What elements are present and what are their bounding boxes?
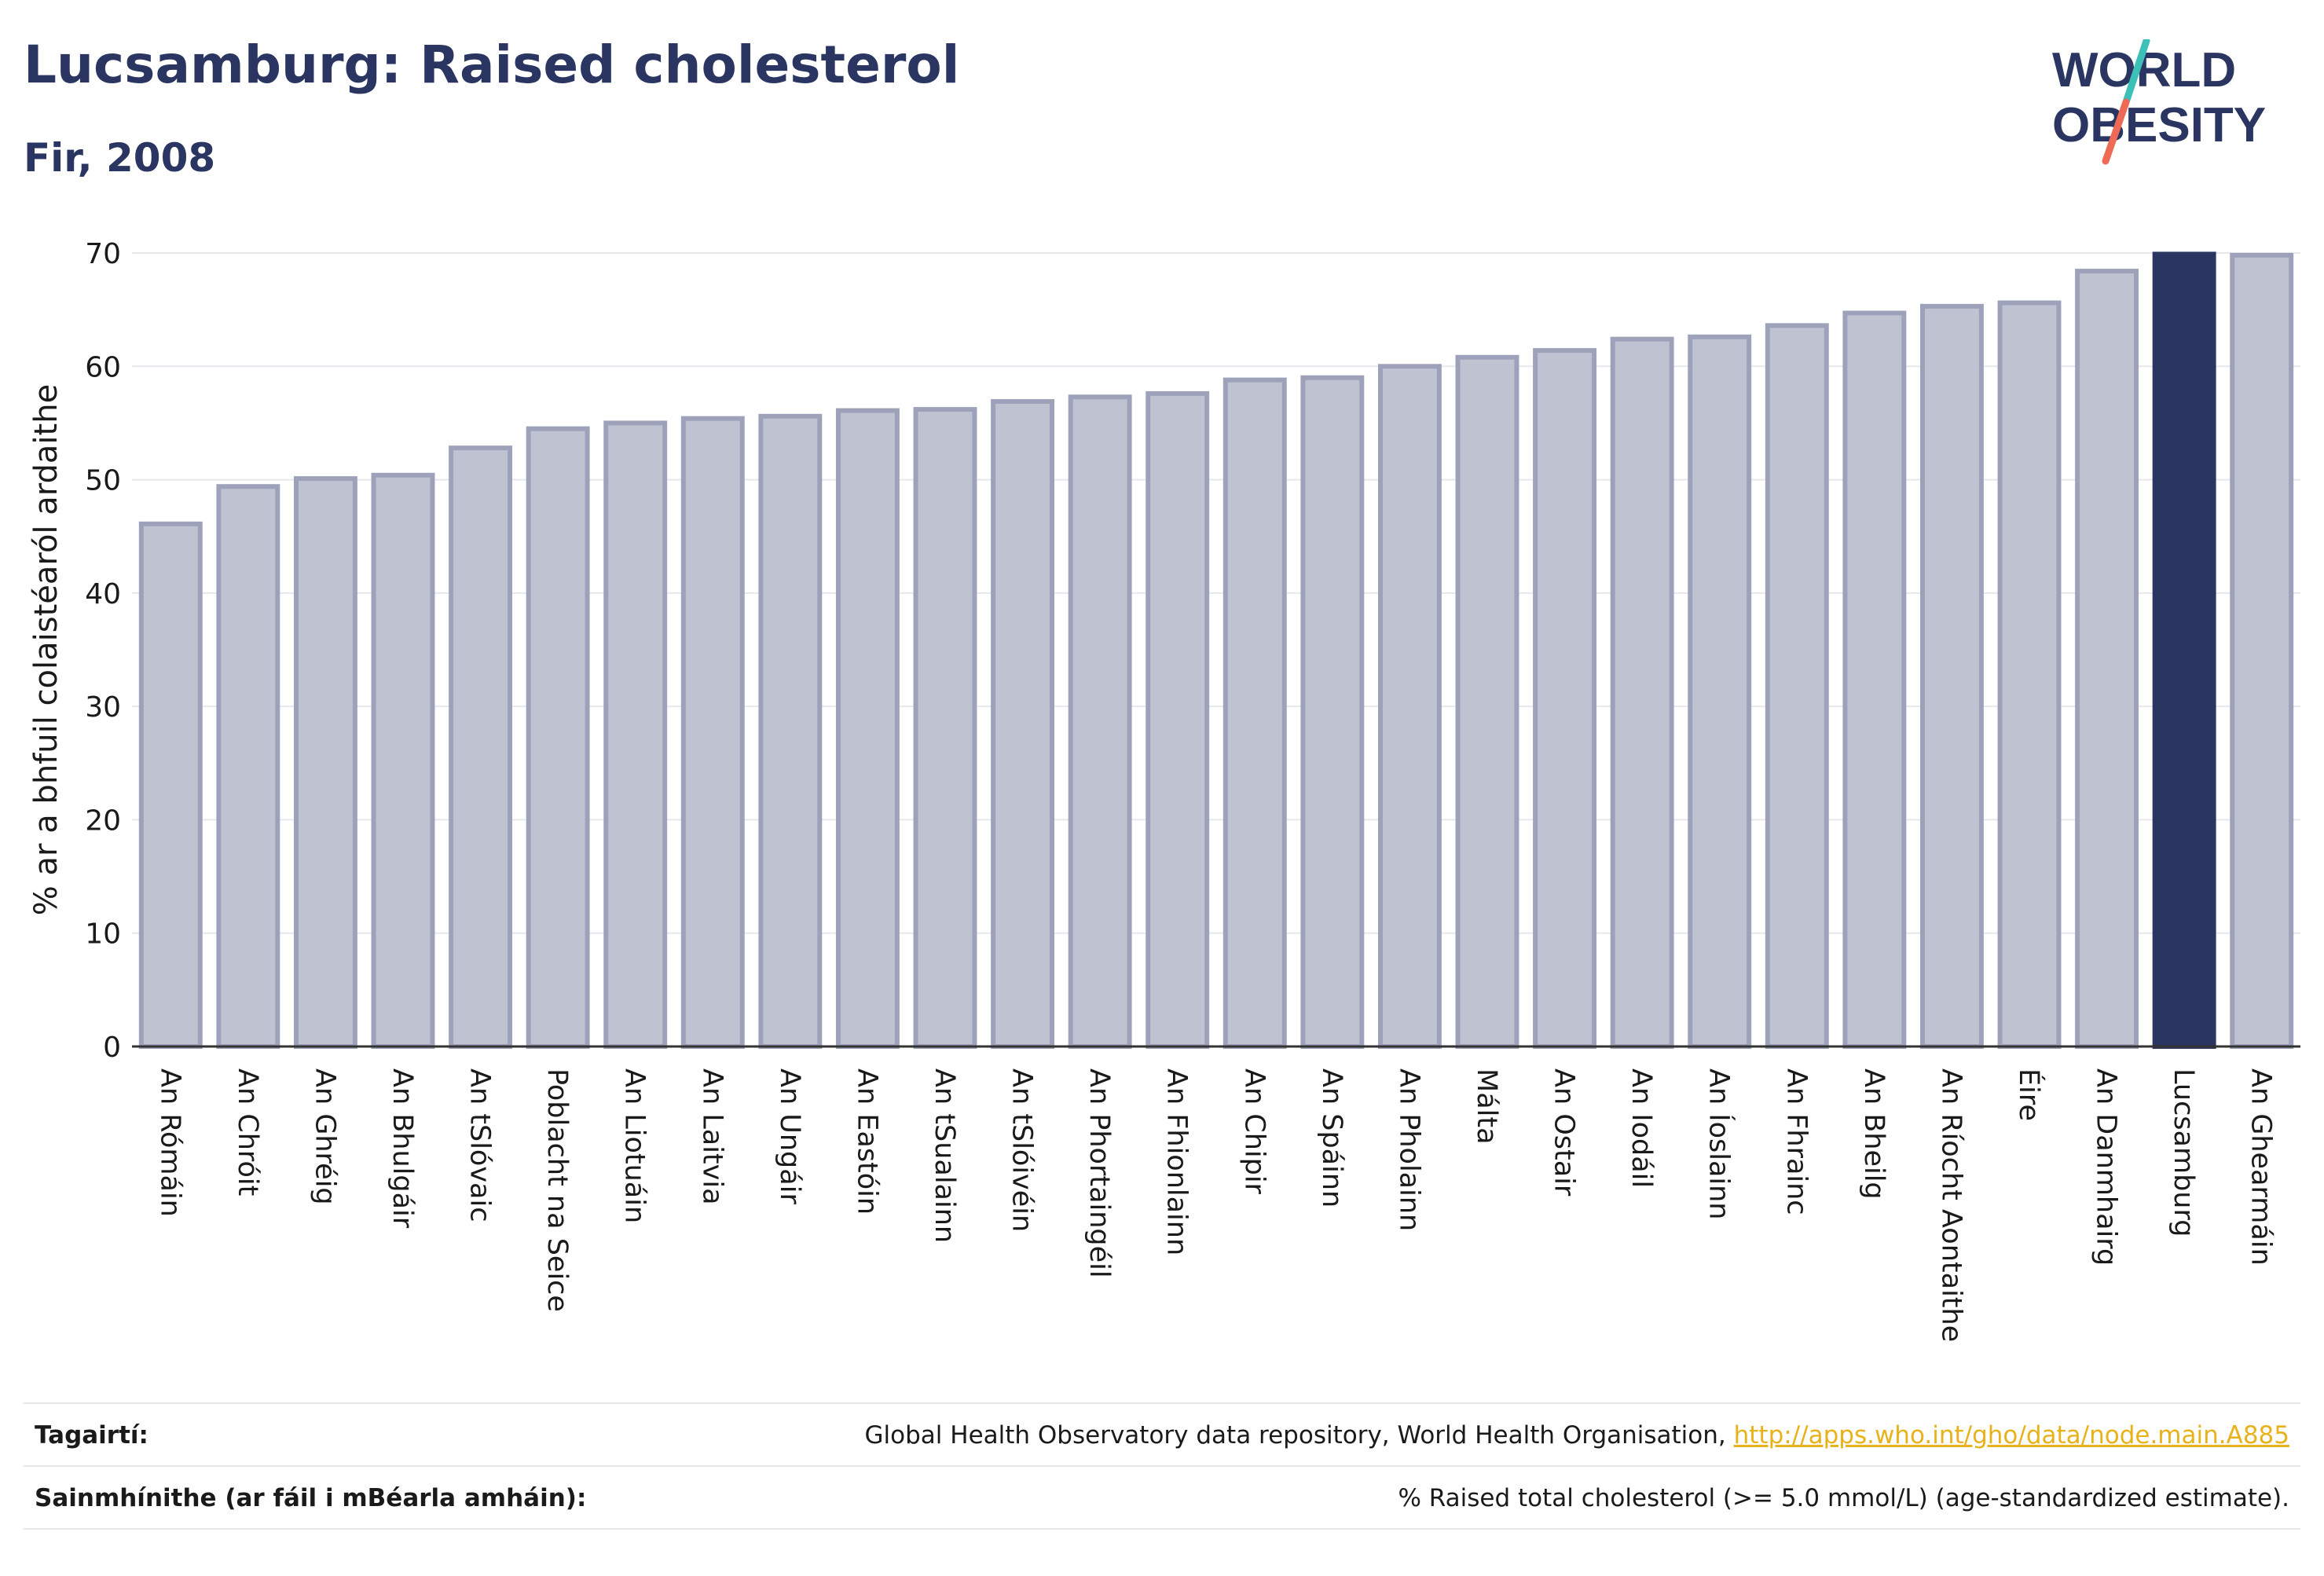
bar — [1765, 323, 1829, 1050]
logo-slash-top — [2122, 39, 2150, 106]
x-tick-label: An tSualainn — [929, 1068, 960, 1243]
bar — [1455, 354, 1519, 1049]
x-tick-label: An Eastóin — [851, 1068, 882, 1215]
x-tick-label: An Chróit — [232, 1068, 263, 1196]
x-tick-label: An tSlóvaic — [464, 1068, 496, 1222]
x-tick-label: An Laitvia — [696, 1068, 728, 1205]
bar — [1997, 300, 2062, 1049]
bar — [2152, 251, 2216, 1049]
footer-definitions-row: Sainmhínithe (ar fáil i mBéarla amháin):… — [24, 1465, 2300, 1530]
bar — [371, 472, 435, 1049]
bar — [1300, 375, 1365, 1049]
x-tick-label: An Liotuáin — [619, 1068, 651, 1223]
bar — [1610, 336, 1674, 1049]
x-tick-label: An Fhionlainn — [1161, 1068, 1193, 1255]
x-tick-label: An Ríocht Aontaithe — [1935, 1068, 1967, 1342]
chart-title: Lucsamburg: Raised cholesterol — [24, 35, 960, 95]
bar — [138, 521, 203, 1049]
x-tick-label: An Bhulgáir — [387, 1068, 418, 1229]
footer-references-row: Tagairtí: Global Health Observatory data… — [24, 1402, 2300, 1467]
x-tick-label: An Phortaingéil — [1083, 1068, 1115, 1278]
x-tick-label: Poblacht na Seice — [541, 1068, 573, 1312]
bar — [2075, 269, 2139, 1050]
x-tick-label: An tSlóivéin — [1006, 1068, 1038, 1232]
bar-chart: 0 10 20 30 40 50 60 70 % ar a bhfuil colaistéaró… — [28, 238, 2300, 1342]
bar — [1688, 334, 1752, 1049]
x-tick-label: An Ghréig — [309, 1068, 340, 1205]
y-tick-label: 30 — [85, 691, 121, 724]
references-value: Global Health Observatory data repositor… — [865, 1421, 2289, 1450]
y-tick-label: 60 — [85, 351, 121, 383]
bar — [1222, 377, 1287, 1050]
y-tick-label: 70 — [85, 238, 121, 270]
y-tick-label: 20 — [85, 804, 121, 837]
y-tick-label: 0 — [103, 1032, 121, 1064]
definitions-value: % Raised total cholesterol (>= 5.0 mmol/… — [1398, 1484, 2289, 1512]
x-tick-label: An Rómáin — [154, 1068, 185, 1217]
world-obesity-logo: WORLD OBESITY — [2052, 39, 2266, 165]
bar — [835, 408, 900, 1049]
x-tick-label: An Bheilg — [1858, 1068, 1890, 1200]
x-tick-label: An Pholainn — [1393, 1068, 1424, 1231]
bar — [603, 420, 668, 1049]
x-tick-label: An Íoslainn — [1703, 1068, 1736, 1219]
bar — [1377, 364, 1442, 1049]
chart-subtitle: Fir, 2008 — [24, 135, 216, 181]
bar — [2230, 252, 2294, 1049]
bar — [1068, 394, 1132, 1049]
definitions-label: Sainmhínithe (ar fáil i mBéarla amháin): — [35, 1484, 587, 1512]
y-tick-label: 10 — [85, 918, 121, 951]
y-tick-label: 50 — [85, 465, 121, 497]
logo-slash-bottom — [2102, 98, 2130, 165]
logo-line-2: OBESITY — [2052, 98, 2266, 152]
x-tick-label: An Danmhairg — [2091, 1068, 2122, 1266]
x-tick-label: Málta — [1471, 1068, 1502, 1145]
x-tick-label: An Chipir — [1238, 1068, 1270, 1195]
x-tick-label: An Iodáil — [1626, 1068, 1657, 1188]
x-tick-label: An Ostair — [1549, 1068, 1580, 1197]
x-tick-label: An Fhrainc — [1780, 1068, 1812, 1215]
x-tick-label: An Ghearmáin — [2245, 1068, 2277, 1266]
y-tick-label: 40 — [85, 578, 121, 610]
bar — [1146, 390, 1210, 1049]
references-label: Tagairtí: — [35, 1421, 148, 1450]
x-tick-label: An Ungáir — [774, 1068, 805, 1204]
footer-divider — [24, 1528, 2300, 1530]
bar — [991, 399, 1055, 1049]
references-text: Global Health Observatory data repositor… — [864, 1421, 1734, 1450]
y-axis-label: % ar a bhfuil colaistéaról ardaithe — [28, 384, 64, 915]
bar — [216, 484, 280, 1049]
x-tick-label: Lucsamburg — [2168, 1068, 2199, 1237]
bar — [1919, 303, 1984, 1050]
x-tick-label: Éire — [2013, 1068, 2046, 1121]
bar — [913, 407, 977, 1049]
bar — [758, 413, 823, 1049]
bar — [449, 445, 513, 1049]
bar — [680, 416, 745, 1049]
bar — [1533, 348, 1597, 1050]
bar — [1842, 310, 1907, 1049]
bar — [526, 426, 590, 1049]
references-link[interactable]: http://apps.who.int/gho/data/node.main.A… — [1733, 1421, 2289, 1450]
bar — [293, 476, 357, 1049]
x-tick-label: An Spáinn — [1316, 1068, 1347, 1208]
